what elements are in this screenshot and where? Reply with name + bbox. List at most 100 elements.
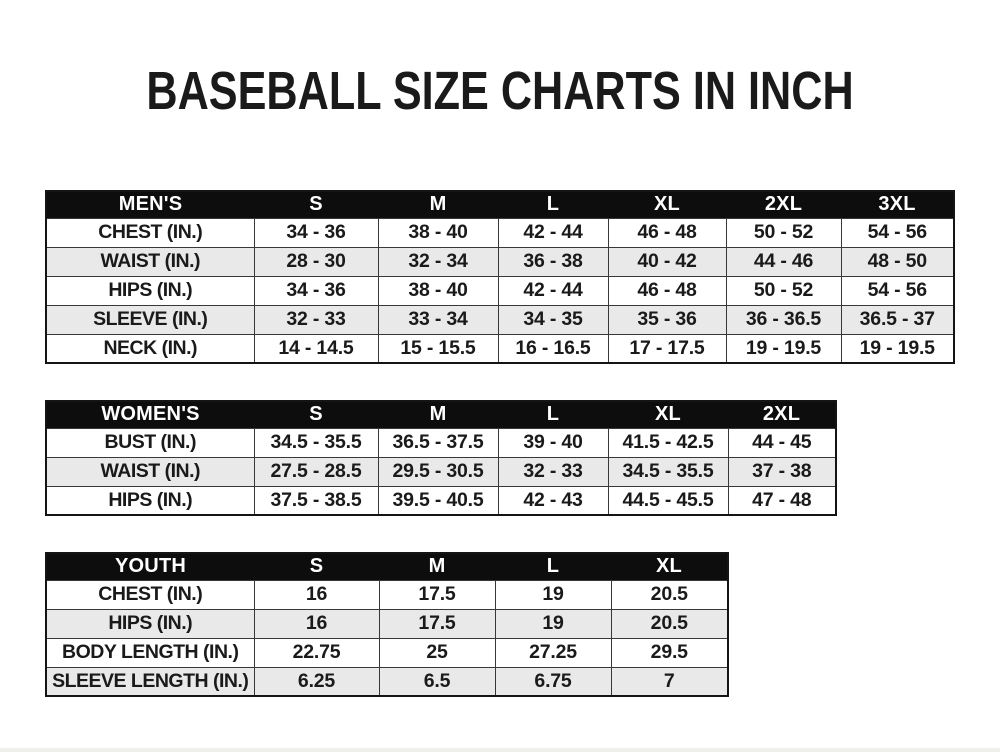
size-cell: 38 - 40 xyxy=(377,217,499,248)
size-cell: 36.5 - 37 xyxy=(840,304,955,335)
row-label: WAIST (IN.) xyxy=(45,246,255,277)
mens-size-table-section: MEN'S S M L XL 2XL 3XL CHEST (IN.) 34 - 36 38 - … xyxy=(45,190,955,364)
womens-column-header: L xyxy=(498,401,608,428)
size-cell: 25 xyxy=(378,637,496,668)
table-row: HIPS (IN.) 16 17.5 19 20.5 xyxy=(45,608,729,639)
youth-table-title: YOUTH xyxy=(46,553,254,580)
size-cell: 6.75 xyxy=(494,666,612,697)
page-title-text: BASEBALL SIZE CHARTS IN INCH xyxy=(146,61,854,121)
size-cell: 20.5 xyxy=(610,579,729,610)
size-cell: 28 - 30 xyxy=(253,246,379,277)
row-label: CHEST (IN.) xyxy=(45,217,255,248)
row-label: CHEST (IN.) xyxy=(45,579,255,610)
size-cell: 32 - 34 xyxy=(377,246,499,277)
size-cell: 37.5 - 38.5 xyxy=(253,485,379,516)
womens-table-body: BUST (IN.) 34.5 - 35.5 36.5 - 37.5 39 - 40 4… xyxy=(45,427,837,516)
mens-column-header: 3XL xyxy=(841,191,954,218)
row-label: BUST (IN.) xyxy=(45,427,255,458)
size-cell: 47 - 48 xyxy=(727,485,837,516)
row-label: SLEEVE (IN.) xyxy=(45,304,255,335)
womens-column-header: S xyxy=(254,401,378,428)
size-cell: 19 xyxy=(494,579,612,610)
table-row: BODY LENGTH (IN.) 22.75 25 27.25 29.5 xyxy=(45,637,729,668)
row-label: HIPS (IN.) xyxy=(45,275,255,306)
size-cell: 39 - 40 xyxy=(497,427,609,458)
size-cell: 16 xyxy=(253,579,380,610)
table-row: WAIST (IN.) 28 - 30 32 - 34 36 - 38 40 - 42 4… xyxy=(45,246,955,277)
size-cell: 19 xyxy=(494,608,612,639)
row-label: WAIST (IN.) xyxy=(45,456,255,487)
size-cell: 41.5 - 42.5 xyxy=(607,427,729,458)
size-cell: 44.5 - 45.5 xyxy=(607,485,729,516)
table-row: SLEEVE (IN.) 32 - 33 33 - 34 34 - 35 35 - 36… xyxy=(45,304,955,335)
table-row: BUST (IN.) 34.5 - 35.5 36.5 - 37.5 39 - 40 4… xyxy=(45,427,837,458)
size-cell: 44 - 46 xyxy=(725,246,842,277)
mens-column-header: M xyxy=(378,191,498,218)
mens-column-header: XL xyxy=(608,191,726,218)
size-cell: 54 - 56 xyxy=(840,217,955,248)
size-cell: 50 - 52 xyxy=(725,217,842,248)
size-cell: 34 - 36 xyxy=(253,217,379,248)
size-cell: 48 - 50 xyxy=(840,246,955,277)
size-cell: 17.5 xyxy=(378,579,496,610)
mens-column-header: L xyxy=(498,191,608,218)
size-cell: 34 - 36 xyxy=(253,275,379,306)
size-cell: 42 - 44 xyxy=(497,217,609,248)
size-cell: 6.5 xyxy=(378,666,496,697)
size-cell: 38 - 40 xyxy=(377,275,499,306)
size-cell: 37 - 38 xyxy=(727,456,837,487)
womens-column-header: M xyxy=(378,401,498,428)
size-cell: 7 xyxy=(610,666,729,697)
youth-size-table-section: YOUTH S M L XL CHEST (IN.) 16 17.5 19 20.5 HIPS (… xyxy=(45,552,729,697)
womens-size-table: WOMEN'S S M L XL 2XL BUST (IN.) 34.5 - 35.5 36.… xyxy=(45,400,837,516)
size-cell: 17.5 xyxy=(378,608,496,639)
size-cell: 32 - 33 xyxy=(253,304,379,335)
youth-header-row: YOUTH S M L XL xyxy=(46,553,728,580)
size-cell: 6.25 xyxy=(253,666,380,697)
womens-header-row: WOMEN'S S M L XL 2XL xyxy=(46,401,836,428)
mens-table-body: CHEST (IN.) 34 - 36 38 - 40 42 - 44 46 - 48 5… xyxy=(45,217,955,364)
youth-column-header: L xyxy=(495,553,611,580)
table-row: SLEEVE LENGTH (IN.) 6.25 6.5 6.75 7 xyxy=(45,666,729,697)
size-cell: 16 - 16.5 xyxy=(497,333,609,364)
size-cell: 50 - 52 xyxy=(725,275,842,306)
size-cell: 20.5 xyxy=(610,608,729,639)
table-row: NECK (IN.) 14 - 14.5 15 - 15.5 16 - 16.5 17 … xyxy=(45,333,955,364)
size-cell: 54 - 56 xyxy=(840,275,955,306)
size-cell: 40 - 42 xyxy=(607,246,727,277)
table-row: HIPS (IN.) 34 - 36 38 - 40 42 - 44 46 - 48 50… xyxy=(45,275,955,306)
womens-column-header: 2XL xyxy=(728,401,836,428)
row-label: NECK (IN.) xyxy=(45,333,255,364)
size-cell: 14 - 14.5 xyxy=(253,333,379,364)
size-cell: 36 - 38 xyxy=(497,246,609,277)
size-cell: 35 - 36 xyxy=(607,304,727,335)
row-label: BODY LENGTH (IN.) xyxy=(45,637,255,668)
size-cell: 46 - 48 xyxy=(607,217,727,248)
size-cell: 36.5 - 37.5 xyxy=(377,427,499,458)
mens-column-header: 2XL xyxy=(726,191,841,218)
table-row: CHEST (IN.) 34 - 36 38 - 40 42 - 44 46 - 48 5… xyxy=(45,217,955,248)
size-cell: 34.5 - 35.5 xyxy=(607,456,729,487)
row-label: SLEEVE LENGTH (IN.) xyxy=(45,666,255,697)
mens-header-row: MEN'S S M L XL 2XL 3XL xyxy=(46,191,954,218)
youth-column-header: S xyxy=(254,553,379,580)
youth-column-header: XL xyxy=(611,553,728,580)
size-cell: 36 - 36.5 xyxy=(725,304,842,335)
page-title: BASEBALL SIZE CHARTS IN INCH xyxy=(0,61,1000,121)
youth-column-header: M xyxy=(379,553,495,580)
table-row: HIPS (IN.) 37.5 - 38.5 39.5 - 40.5 42 - 43 4… xyxy=(45,485,837,516)
size-cell: 34.5 - 35.5 xyxy=(253,427,379,458)
bottom-edge-artifact xyxy=(0,748,1000,752)
size-cell: 15 - 15.5 xyxy=(377,333,499,364)
size-cell: 29.5 xyxy=(610,637,729,668)
size-cell: 33 - 34 xyxy=(377,304,499,335)
youth-size-table: YOUTH S M L XL CHEST (IN.) 16 17.5 19 20.5 HIPS (… xyxy=(45,552,729,697)
size-cell: 19 - 19.5 xyxy=(840,333,955,364)
mens-size-table: MEN'S S M L XL 2XL 3XL CHEST (IN.) 34 - 36 38 - … xyxy=(45,190,955,364)
mens-column-header: S xyxy=(254,191,378,218)
youth-table-body: CHEST (IN.) 16 17.5 19 20.5 HIPS (IN.) 16 17.5 1… xyxy=(45,579,729,697)
size-cell: 19 - 19.5 xyxy=(725,333,842,364)
size-cell: 42 - 43 xyxy=(497,485,609,516)
